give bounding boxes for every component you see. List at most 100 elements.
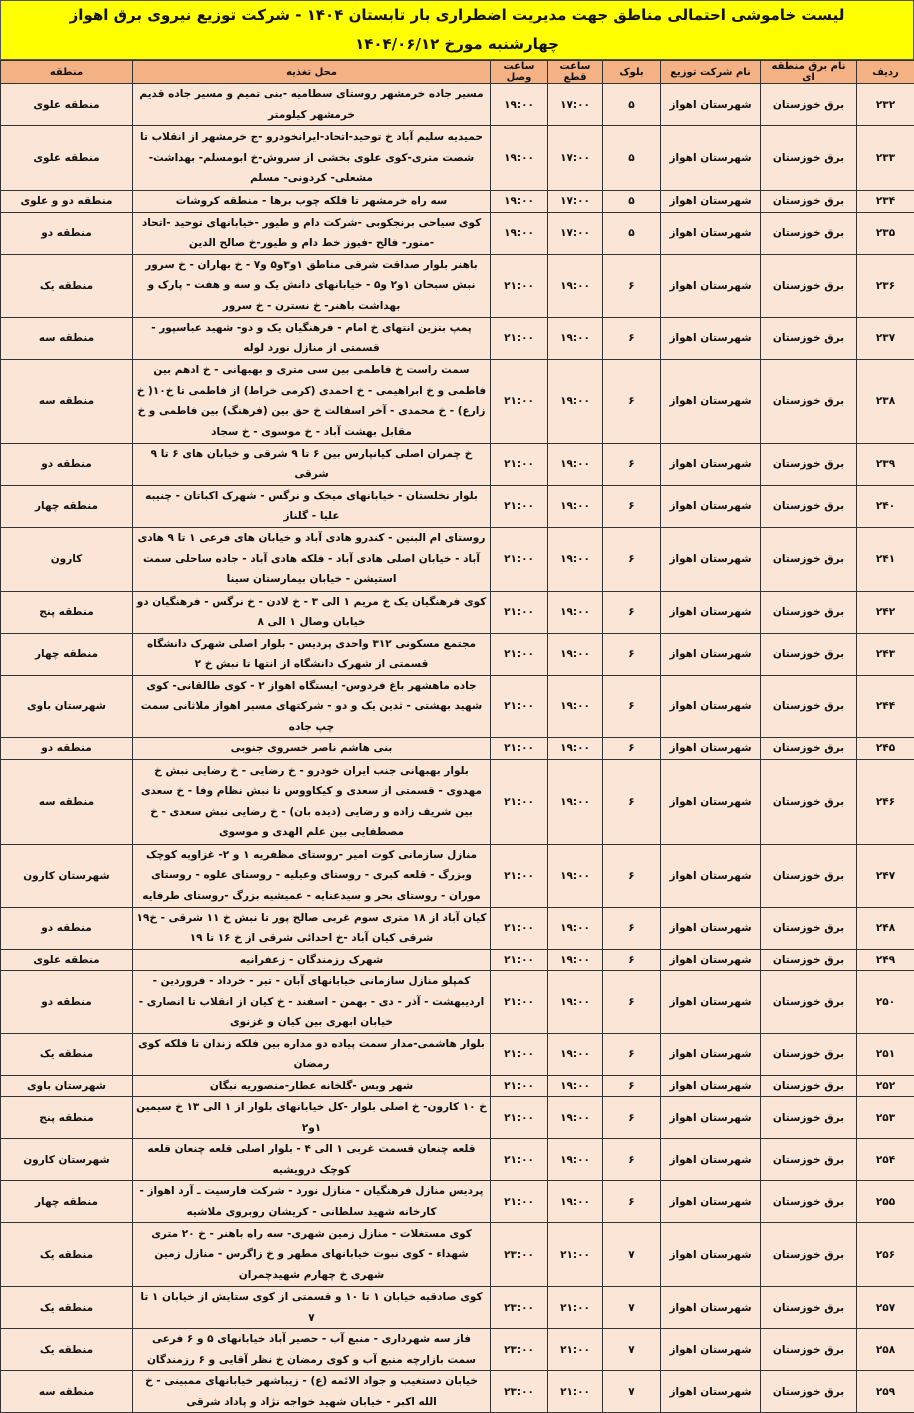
cell-regional-company: برق خوزستان [761, 591, 857, 633]
cell-block: ۶ [603, 527, 661, 591]
cell-region: شهرستان کارون [1, 844, 133, 907]
cell-feed-location: کمپلو منازل سازمانی خیابانهای آبان - تیر… [133, 971, 491, 1034]
cell-regional-company: برق خوزستان [761, 317, 857, 359]
cell-distribution-company: شهرستان اهواز [661, 212, 761, 254]
cell-block: ۷ [603, 1223, 661, 1287]
cell-regional-company: برق خوزستان [761, 359, 857, 443]
cell-distribution-company: شهرستان اهواز [661, 675, 761, 738]
cell-connect-time: ۲۱:۰۰ [491, 1033, 548, 1075]
cell-row-number: ۲۳۲ [857, 84, 914, 126]
cell-cut-time: ۱۹:۰۰ [548, 844, 603, 907]
cell-connect-time: ۲۳:۰۰ [491, 1371, 548, 1413]
cell-region: منطقه پنج [1, 591, 133, 633]
cell-distribution-company: شهرستان اهواز [661, 1329, 761, 1371]
cell-cut-time: ۱۹:۰۰ [548, 317, 603, 359]
cell-regional-company: برق خوزستان [761, 443, 857, 485]
cell-feed-location: سه راه خرمشهر تا فلکه چوب برها - منطقه ک… [133, 191, 491, 213]
cell-block: ۵ [603, 126, 661, 191]
cell-regional-company: برق خوزستان [761, 1329, 857, 1371]
cell-region: منطقه چهار [1, 1181, 133, 1223]
cell-region: منطقه دو و علوی [1, 191, 133, 213]
cell-region: منطقه یک [1, 1287, 133, 1329]
cell-row-number: ۲۵۲ [857, 1075, 914, 1097]
cell-distribution-company: شهرستان اهواز [661, 443, 761, 485]
cell-connect-time: ۲۱:۰۰ [491, 591, 548, 633]
cell-regional-company: برق خوزستان [761, 1181, 857, 1223]
cell-distribution-company: شهرستان اهواز [661, 191, 761, 213]
cell-connect-time: ۲۱:۰۰ [491, 485, 548, 527]
cell-block: ۶ [603, 317, 661, 359]
col-header-distribution-company: نام شرکت توزیع [661, 61, 761, 84]
cell-distribution-company: شهرستان اهواز [661, 1223, 761, 1287]
cell-regional-company: برق خوزستان [761, 1287, 857, 1329]
cell-feed-location: روستای ام البنین - کندرو هادی آباد و خیا… [133, 527, 491, 591]
cell-feed-location: پمپ بنزین انتهای خ امام - فرهنگیان یک و … [133, 317, 491, 359]
cell-distribution-company: شهرستان اهواز [661, 844, 761, 907]
cell-region: منطقه یک [1, 1223, 133, 1287]
cell-connect-time: ۲۱:۰۰ [491, 443, 548, 485]
cell-regional-company: برق خوزستان [761, 949, 857, 971]
cell-cut-time: ۱۹:۰۰ [548, 949, 603, 971]
cell-block: ۶ [603, 443, 661, 485]
cell-distribution-company: شهرستان اهواز [661, 84, 761, 126]
col-header-row-number: ردیف [857, 61, 914, 84]
cell-row-number: ۲۴۷ [857, 844, 914, 907]
cell-block: ۷ [603, 1287, 661, 1329]
cell-row-number: ۲۵۴ [857, 1139, 914, 1181]
cell-cut-time: ۱۹:۰۰ [548, 1097, 603, 1139]
cell-regional-company: برق خوزستان [761, 254, 857, 317]
cell-block: ۷ [603, 1371, 661, 1413]
cell-block: ۶ [603, 1181, 661, 1223]
cell-feed-location: کوی فرهنگیان یک خ مریم ۱ الی ۳ - خ لادن … [133, 591, 491, 633]
cell-regional-company: برق خوزستان [761, 633, 857, 675]
cell-region: منطقه سه [1, 359, 133, 443]
cell-cut-time: ۱۹:۰۰ [548, 1139, 603, 1181]
cell-feed-location: خ ۱۰ کارون- خ اصلی بلوار -کل خیابانهای ب… [133, 1097, 491, 1139]
cell-feed-location: حمیدیه سلیم آباد خ توحید-اتحاد-ایرانخودر… [133, 126, 491, 191]
cell-row-number: ۲۵۷ [857, 1287, 914, 1329]
title-banner: لیست خاموشی احتمالی مناطق جهت مدیریت اضط… [0, 0, 914, 60]
cell-row-number: ۲۳۴ [857, 191, 914, 213]
col-header-regional-company: نام برق منطقه ای [761, 61, 857, 84]
cell-distribution-company: شهرستان اهواز [661, 1181, 761, 1223]
cell-feed-location: خ چمران اصلی کیانپارس بین ۶ تا ۹ شرقی و … [133, 443, 491, 485]
cell-row-number: ۲۳۹ [857, 443, 914, 485]
cell-regional-company: برق خوزستان [761, 759, 857, 844]
cell-regional-company: برق خوزستان [761, 1097, 857, 1139]
cell-feed-location: فاز سه شهرداری - منبع آب - حصیر آباد خیا… [133, 1329, 491, 1371]
cell-row-number: ۲۴۵ [857, 738, 914, 760]
cell-cut-time: ۱۹:۰۰ [548, 1181, 603, 1223]
cell-distribution-company: شهرستان اهواز [661, 485, 761, 527]
cell-cut-time: ۱۹:۰۰ [548, 359, 603, 443]
cell-cut-time: ۱۹:۰۰ [548, 633, 603, 675]
cell-regional-company: برق خوزستان [761, 738, 857, 760]
cell-cut-time: ۲۱:۰۰ [548, 1223, 603, 1287]
cell-row-number: ۲۴۹ [857, 949, 914, 971]
page-title: لیست خاموشی احتمالی مناطق جهت مدیریت اضط… [1, 1, 913, 30]
cell-distribution-company: شهرستان اهواز [661, 1287, 761, 1329]
cell-distribution-company: شهرستان اهواز [661, 1139, 761, 1181]
cell-feed-location: سمت راست خ فاطمی بین سی متری و بهبهانی -… [133, 359, 491, 443]
cell-distribution-company: شهرستان اهواز [661, 633, 761, 675]
cell-row-number: ۲۴۶ [857, 759, 914, 844]
cell-regional-company: برق خوزستان [761, 485, 857, 527]
cell-feed-location: شهر ویس -گلخانه عطار-منصوریه نبگان [133, 1075, 491, 1097]
cell-feed-location: پردیس منازل فرهنگیان - منازل نورد - شرکت… [133, 1181, 491, 1223]
cell-block: ۶ [603, 738, 661, 760]
cell-cut-time: ۲۱:۰۰ [548, 1287, 603, 1329]
cell-block: ۶ [603, 591, 661, 633]
cell-feed-location: کوی سیاحی برنجکوبی -شرکت دام و طیور -خیا… [133, 212, 491, 254]
cell-region: منطقه پنج [1, 1097, 133, 1139]
col-header-connect-time: ساعت وصل [491, 61, 548, 84]
